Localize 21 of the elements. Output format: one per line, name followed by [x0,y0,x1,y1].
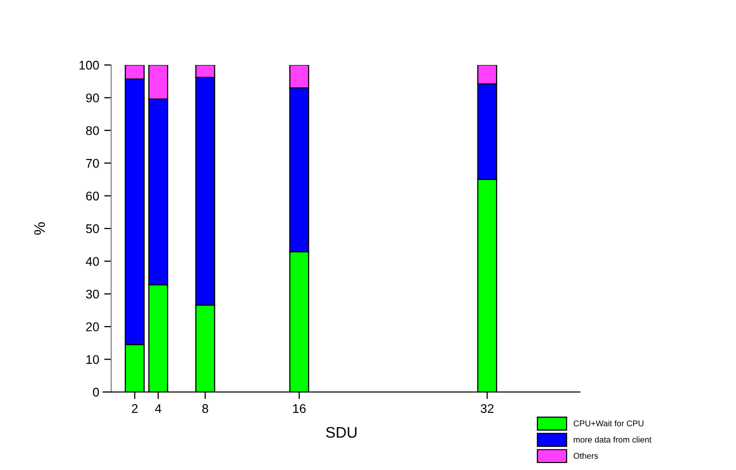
x-axis-title: SDU [326,426,356,438]
y-tick-label: 0 [92,388,99,397]
y-tick-label: 70 [86,158,99,168]
legend-label: CPU+Wait for CPU [574,420,644,426]
y-tick-label: 10 [86,355,99,364]
y-tick-label: 60 [86,192,99,200]
y-axis-title: % [34,222,45,235]
x-tick-label: 32 [480,404,494,413]
legend-label: more data from client [574,436,652,443]
y-tick-label: 90 [86,94,99,102]
x-tick-label: 8 [202,404,208,413]
y-tick-label: 40 [86,257,99,266]
y-tick-label: 20 [86,322,99,332]
y-tick-label: 30 [86,290,99,299]
legend-label: Others [574,452,598,459]
y-tick-label: 80 [86,126,99,136]
x-tick-label: 2 [132,404,138,413]
y-tick-label: 100 [80,60,99,70]
x-tick-label: 16 [293,404,306,413]
y-tick-label: 50 [86,224,99,234]
x-tick-label: 4 [155,404,162,413]
